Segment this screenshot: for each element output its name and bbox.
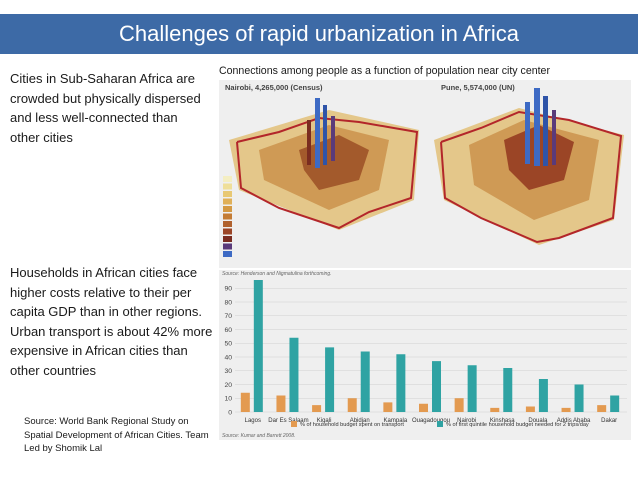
x-category-label: Dakar <box>601 418 617 424</box>
pune-peak <box>552 110 556 165</box>
bar-transport-share <box>419 403 428 412</box>
chart-source-bottom: Source: Kumar and Barrett 2008. <box>222 433 295 439</box>
y-tick-label: 0 <box>228 409 232 416</box>
map-legend-swatch <box>223 176 232 182</box>
map-legend-swatch <box>223 236 232 242</box>
x-category-label: Dar Es Salaam <box>268 418 308 424</box>
x-category-label: Kinshasa <box>490 418 515 424</box>
bar-quintile-budget <box>360 351 370 412</box>
map-legend-swatch <box>223 228 232 235</box>
map-title-nairobi: Nairobi, 4,265,000 (Census) <box>225 83 323 92</box>
bar-transport-share <box>347 398 357 412</box>
bar-quintile-budget <box>432 361 441 412</box>
legend-swatch <box>437 421 443 427</box>
bar-transport-share <box>276 395 286 412</box>
bar-chart-svg: Source: Henderson and Nigmatulina forthc… <box>222 271 627 439</box>
density-map-figure: Nairobi, 4,265,000 (Census) Pune, 5,574,… <box>219 80 631 268</box>
y-tick-label: 10 <box>224 396 232 403</box>
chart-source-top: Source: Henderson and Nigmatulina forthc… <box>222 271 332 277</box>
bar-quintile-budget <box>325 347 335 412</box>
y-tick-label: 80 <box>224 299 232 306</box>
y-tick-label: 50 <box>224 341 232 348</box>
x-category-label: Kampala <box>384 418 408 424</box>
x-category-label: Ouagadougou <box>412 418 450 424</box>
bar-transport-share <box>561 407 571 412</box>
nairobi-peak <box>307 120 311 165</box>
map-legend <box>223 176 232 257</box>
pune-boundary <box>440 110 623 244</box>
bar-quintile-budget <box>538 379 548 412</box>
y-tick-label: 20 <box>224 382 232 389</box>
map-legend-swatch <box>223 183 232 190</box>
bar-transport-share <box>312 405 322 412</box>
y-tick-label: 90 <box>224 286 232 293</box>
legend-swatch <box>291 421 297 427</box>
bar-transport-share <box>454 398 464 412</box>
map-legend-swatch <box>223 213 232 220</box>
bar-quintile-budget <box>503 368 513 412</box>
bar-quintile-budget <box>396 354 406 412</box>
bar-transport-share <box>383 402 393 412</box>
map-legend-swatch <box>223 243 232 250</box>
map-legend-swatch <box>223 221 232 227</box>
bar-transport-share <box>240 392 250 412</box>
map-title-pune: Pune, 5,574,000 (UN) <box>441 83 515 92</box>
map-legend-swatch <box>223 198 232 205</box>
pune-peak <box>543 96 548 166</box>
y-tick-label: 60 <box>224 327 232 334</box>
transport-cost-chart: Source: Henderson and Nigmatulina forthc… <box>219 270 631 440</box>
bar-transport-share <box>490 407 500 412</box>
y-tick-label: 30 <box>224 368 232 375</box>
pune-peak <box>534 88 540 166</box>
x-category-label: Addis Ababa <box>557 418 591 424</box>
map-caption: Connections among people as a function o… <box>219 65 550 77</box>
map-legend-swatch <box>223 206 232 212</box>
bar-quintile-budget <box>289 337 299 412</box>
nairobi-peak <box>323 105 327 165</box>
text-household-costs: Households in African cities face higher… <box>10 265 213 378</box>
x-category-label: Douala <box>528 418 548 424</box>
bar-quintile-budget <box>467 365 477 412</box>
y-tick-label: 40 <box>224 354 232 361</box>
legend-label: % of household budget spent on transport <box>300 422 404 428</box>
bar-transport-share <box>597 405 607 412</box>
bar-quintile-budget <box>610 395 620 412</box>
source-citation: Source: World Bank Regional Study on Spa… <box>24 416 209 454</box>
nairobi-peak <box>331 116 335 161</box>
x-category-label: Lagos <box>245 418 261 424</box>
text-crowded-cities: Cities in Sub-Saharan Africa are crowded… <box>10 71 201 145</box>
nairobi-peak <box>315 98 320 168</box>
legend-label: % of first quintile household budget nee… <box>446 422 589 428</box>
slide-title: Challenges of rapid urbanization in Afri… <box>0 14 638 54</box>
map-legend-swatch <box>223 191 232 197</box>
pune-peak <box>525 102 530 164</box>
x-category-label: Kigali <box>317 418 332 424</box>
x-category-label: Nairobi <box>457 418 476 424</box>
map-legend-swatch <box>223 251 232 257</box>
x-category-label: Abidjan <box>350 418 370 424</box>
bar-quintile-budget <box>574 384 584 412</box>
nairobi-boundary <box>236 116 419 230</box>
bar-quintile-budget <box>253 280 263 412</box>
y-tick-label: 70 <box>224 313 232 320</box>
density-map-graphic <box>223 88 624 257</box>
bar-transport-share <box>525 406 535 412</box>
